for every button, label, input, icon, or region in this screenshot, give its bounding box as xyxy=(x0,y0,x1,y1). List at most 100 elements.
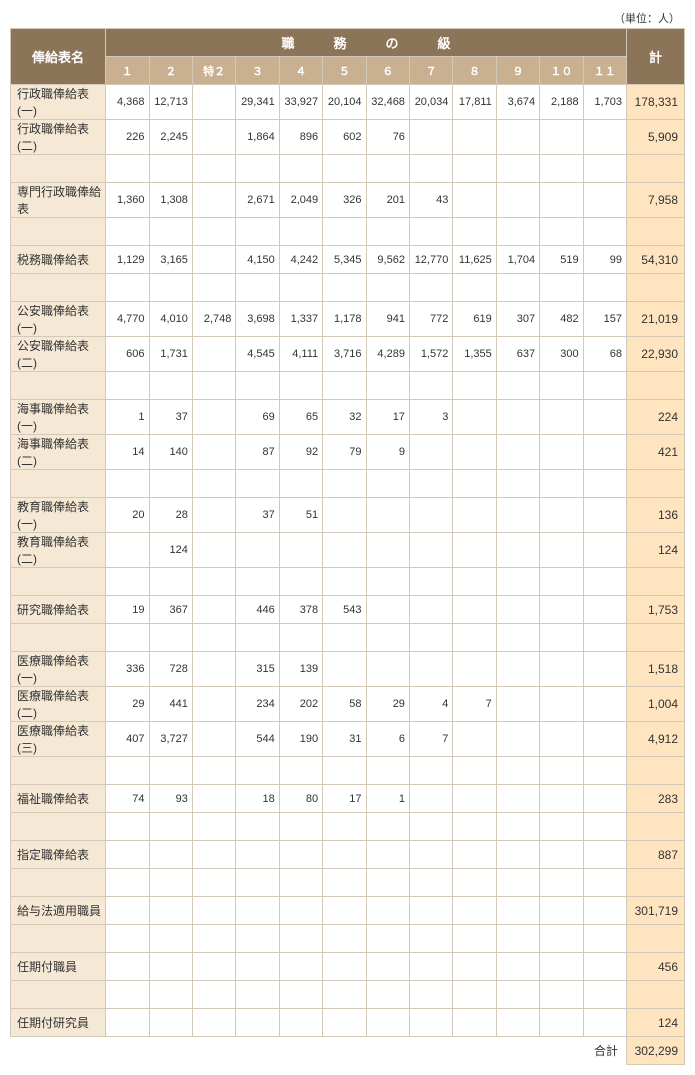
num-cell xyxy=(409,869,452,897)
num-cell xyxy=(192,897,235,925)
num-cell: 1 xyxy=(366,785,409,813)
num-cell xyxy=(236,757,279,785)
num-cell xyxy=(496,687,539,722)
num-cell xyxy=(106,1009,149,1037)
num-cell xyxy=(236,372,279,400)
num-cell xyxy=(236,953,279,981)
num-cell xyxy=(323,155,366,183)
header-grade-9: ８ xyxy=(453,57,496,85)
row-name-cell xyxy=(11,372,106,400)
table-row: 海事職俸給表(二)141408792799421 xyxy=(11,435,685,470)
row-name-cell: 教育職俸給表(一) xyxy=(11,498,106,533)
num-cell: 17 xyxy=(366,400,409,435)
num-cell xyxy=(409,435,452,470)
num-cell: 3,716 xyxy=(323,337,366,372)
num-cell xyxy=(279,274,322,302)
num-cell xyxy=(236,568,279,596)
num-cell xyxy=(540,981,583,1009)
num-cell xyxy=(496,568,539,596)
row-name-cell: 医療職俸給表(一) xyxy=(11,652,106,687)
num-cell xyxy=(366,155,409,183)
row-name-cell: 行政職俸給表(二) xyxy=(11,120,106,155)
num-cell: 17,811 xyxy=(453,85,496,120)
num-cell xyxy=(192,183,235,218)
num-cell xyxy=(496,757,539,785)
num-cell: 51 xyxy=(279,498,322,533)
num-cell xyxy=(323,1009,366,1037)
num-cell: 31 xyxy=(323,722,366,757)
num-cell: 544 xyxy=(236,722,279,757)
num-cell xyxy=(192,624,235,652)
header-grade-2: ２ xyxy=(149,57,192,85)
salary-table: 俸給表名 職 務 の 級 計 １２特２３４５６７８９１０１１ 行政職俸給表(一)… xyxy=(10,28,685,1065)
num-cell: 29 xyxy=(366,687,409,722)
row-name-cell: 税務職俸給表 xyxy=(11,246,106,274)
num-cell xyxy=(149,757,192,785)
num-cell xyxy=(496,400,539,435)
num-cell xyxy=(323,218,366,246)
num-cell: 407 xyxy=(106,722,149,757)
num-cell: 2,671 xyxy=(236,183,279,218)
num-cell xyxy=(323,953,366,981)
num-cell xyxy=(496,925,539,953)
row-name-cell xyxy=(11,274,106,302)
num-cell: 29 xyxy=(106,687,149,722)
num-cell xyxy=(583,841,626,869)
row-total-cell: 54,310 xyxy=(626,246,684,274)
num-cell xyxy=(453,624,496,652)
row-total-cell: 301,719 xyxy=(626,897,684,925)
num-cell xyxy=(453,372,496,400)
num-cell: 4,010 xyxy=(149,302,192,337)
num-cell xyxy=(236,1009,279,1037)
num-cell: 896 xyxy=(279,120,322,155)
num-cell xyxy=(583,155,626,183)
num-cell xyxy=(453,120,496,155)
num-cell: 29,341 xyxy=(236,85,279,120)
num-cell xyxy=(453,652,496,687)
num-cell xyxy=(192,337,235,372)
num-cell xyxy=(192,953,235,981)
row-total-cell: 887 xyxy=(626,841,684,869)
num-cell xyxy=(540,533,583,568)
num-cell xyxy=(583,757,626,785)
num-cell: 20 xyxy=(106,498,149,533)
num-cell xyxy=(106,981,149,1009)
num-cell xyxy=(192,596,235,624)
num-cell xyxy=(279,981,322,1009)
header-grade-1: １ xyxy=(106,57,149,85)
row-name-cell: 給与法適用職員 xyxy=(11,897,106,925)
num-cell xyxy=(583,785,626,813)
num-cell xyxy=(279,372,322,400)
num-cell xyxy=(279,533,322,568)
num-cell: 519 xyxy=(540,246,583,274)
header-grade-12: １１ xyxy=(583,57,626,85)
row-name-cell xyxy=(11,981,106,1009)
num-cell xyxy=(540,568,583,596)
num-cell xyxy=(540,953,583,981)
num-cell xyxy=(149,470,192,498)
num-cell xyxy=(366,274,409,302)
num-cell xyxy=(106,841,149,869)
num-cell xyxy=(540,218,583,246)
num-cell xyxy=(149,813,192,841)
num-cell xyxy=(583,120,626,155)
table-row: 専門行政職俸給表1,3601,3082,6712,049326201437,95… xyxy=(11,183,685,218)
num-cell xyxy=(583,687,626,722)
num-cell xyxy=(583,372,626,400)
row-total-cell: 7,958 xyxy=(626,183,684,218)
num-cell: 446 xyxy=(236,596,279,624)
num-cell xyxy=(366,813,409,841)
num-cell xyxy=(540,869,583,897)
num-cell xyxy=(409,953,452,981)
table-row: 研究職俸給表193674463785431,753 xyxy=(11,596,685,624)
row-name-cell: 専門行政職俸給表 xyxy=(11,183,106,218)
num-cell: 482 xyxy=(540,302,583,337)
table-row: 任期付研究員124 xyxy=(11,1009,685,1037)
num-cell xyxy=(409,470,452,498)
num-cell xyxy=(496,183,539,218)
num-cell xyxy=(192,869,235,897)
num-cell: 190 xyxy=(279,722,322,757)
num-cell xyxy=(409,218,452,246)
table-row: 任期付職員456 xyxy=(11,953,685,981)
num-cell: 3 xyxy=(409,400,452,435)
